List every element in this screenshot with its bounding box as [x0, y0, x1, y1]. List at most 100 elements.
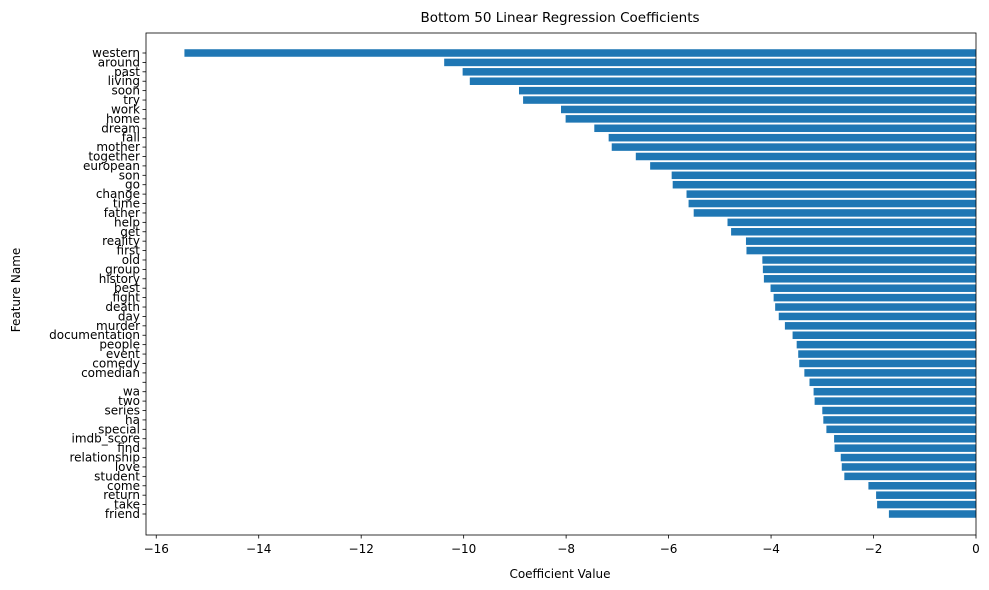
y-tick-label: history: [99, 272, 140, 286]
bar-love: [841, 463, 976, 471]
y-tick-label: european: [83, 159, 140, 173]
y-tick-label: relationship: [69, 451, 140, 465]
y-tick-label: dream: [101, 121, 140, 135]
bar-imdb_score: [834, 434, 976, 443]
y-tick-label: event: [106, 347, 140, 361]
y-tick-label: father: [104, 206, 140, 220]
x-tick-label: −16: [144, 542, 169, 556]
y-tick-label: find: [117, 441, 140, 455]
y-tick-label: people: [99, 338, 140, 352]
bar-dream: [594, 124, 976, 133]
bars-group: [184, 49, 977, 518]
bar-people: [796, 340, 976, 349]
bar-group: [762, 265, 976, 274]
x-axis-label: Coefficient Value: [509, 567, 610, 581]
y-tick-label: day: [118, 309, 140, 323]
y-tick-label: western: [92, 46, 140, 60]
bar-series: [822, 406, 976, 415]
y-tick-label: first: [117, 244, 141, 258]
bar-two: [814, 397, 976, 405]
bar-fall: [608, 133, 976, 142]
y-tick-label: mother: [96, 140, 140, 154]
bar-change: [686, 190, 976, 198]
y-tick-label: documentation: [49, 328, 140, 342]
y-tick-label: fall: [122, 131, 140, 145]
bar-son: [671, 171, 976, 180]
chart-title: Bottom 50 Linear Regression Coefficients: [420, 10, 699, 26]
bar-student: [844, 472, 976, 481]
y-tick-label: friend: [105, 507, 140, 521]
y-tick-label: group: [105, 262, 140, 276]
x-tick-label: −14: [246, 542, 271, 556]
bar-try: [523, 96, 976, 104]
y-tick-label: come: [107, 479, 140, 493]
y-axis-label: Feature Name: [9, 248, 23, 333]
x-tick-label: −10: [451, 542, 476, 556]
y-tick-label: around: [98, 55, 140, 69]
y-tick-label: love: [115, 460, 140, 474]
x-tick-label: −2: [865, 542, 883, 556]
y-tick-label: fight: [113, 291, 141, 305]
bar-blank: [809, 378, 976, 387]
y-tick-label: reality: [102, 234, 140, 248]
bar-take: [877, 500, 976, 509]
y-tick-label: soon: [111, 84, 140, 98]
bar-home: [565, 115, 976, 123]
x-tick-label: −4: [762, 542, 780, 556]
y-tick-label: murder: [96, 319, 140, 333]
plot-frame: [145, 32, 977, 536]
bar-work: [561, 105, 976, 114]
y-tick-label: old: [122, 253, 140, 267]
bar-time: [688, 199, 976, 208]
x-ticks: −16 −14 −12 −10 −8 −6 −4 −2 0: [144, 535, 980, 556]
bar-documentation: [792, 331, 976, 340]
bar-fight: [773, 293, 976, 302]
bar-return: [876, 491, 976, 499]
y-tick-label: special: [98, 422, 140, 436]
bar-comedian: [804, 369, 976, 377]
bar-past: [462, 68, 976, 76]
bar-come: [868, 482, 976, 490]
bar-death: [775, 303, 976, 311]
bar-go: [672, 180, 976, 189]
y-tick-label: son: [119, 168, 140, 182]
bar-soon: [518, 86, 976, 95]
bar-relationship: [840, 453, 976, 462]
bar-european: [650, 162, 976, 170]
y-tick-label: help: [114, 215, 140, 229]
y-tick-labels: westernaroundpastlivingsoontryworkhomedr…: [49, 46, 146, 521]
y-tick-label: get: [120, 225, 140, 239]
y-tick-label: return: [103, 488, 140, 502]
bar-special: [826, 425, 976, 434]
y-tick-label: two: [118, 394, 140, 408]
y-tick-label: time: [113, 197, 140, 211]
bar-find: [834, 444, 976, 452]
bar-friend: [888, 510, 976, 518]
y-tick-label: living: [108, 74, 140, 88]
bar-father: [693, 209, 976, 217]
y-tick-label: wa: [123, 385, 140, 399]
y-tick-label: series: [104, 404, 140, 418]
bar-comedy: [799, 359, 976, 368]
bar-first: [746, 246, 976, 255]
bar-murder: [784, 322, 976, 330]
bar-ha: [823, 416, 976, 424]
bar-wa: [813, 387, 976, 396]
y-tick-label: ha: [125, 413, 140, 427]
y-tick-label: work: [111, 102, 140, 116]
x-tick-label: −12: [349, 542, 374, 556]
y-tick-label: past: [114, 65, 140, 79]
bar-best: [770, 284, 976, 292]
y-tick-label: death: [105, 300, 140, 314]
y-tick-label: best: [114, 281, 140, 295]
y-tick-label: home: [106, 112, 140, 126]
y-tick-label: student: [94, 469, 140, 483]
bar-event: [798, 350, 976, 358]
bar-around: [444, 58, 976, 67]
bar-help: [727, 218, 976, 227]
y-tick-label: together: [88, 149, 140, 163]
y-tick-label: imdb_score: [71, 432, 140, 446]
y-tick-label: comedy: [92, 356, 140, 370]
x-tick-label: −8: [557, 542, 575, 556]
